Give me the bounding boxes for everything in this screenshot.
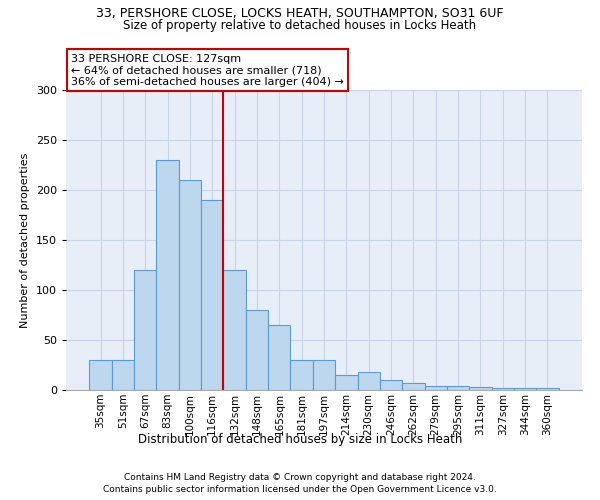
Bar	[536, 388, 559, 390]
Bar	[134, 270, 157, 390]
Text: Contains public sector information licensed under the Open Government Licence v3: Contains public sector information licen…	[103, 485, 497, 494]
Bar	[89, 360, 112, 390]
Bar	[223, 270, 246, 390]
Bar	[112, 360, 134, 390]
Text: Size of property relative to detached houses in Locks Heath: Size of property relative to detached ho…	[124, 18, 476, 32]
Bar	[268, 325, 290, 390]
Bar	[246, 310, 268, 390]
Bar	[402, 383, 425, 390]
Bar	[201, 200, 223, 390]
Bar	[358, 372, 380, 390]
Bar	[380, 380, 402, 390]
Text: 33, PERSHORE CLOSE, LOCKS HEATH, SOUTHAMPTON, SO31 6UF: 33, PERSHORE CLOSE, LOCKS HEATH, SOUTHAM…	[96, 8, 504, 20]
Text: 33 PERSHORE CLOSE: 127sqm
← 64% of detached houses are smaller (718)
36% of semi: 33 PERSHORE CLOSE: 127sqm ← 64% of detac…	[71, 54, 344, 87]
Bar	[335, 375, 358, 390]
Y-axis label: Number of detached properties: Number of detached properties	[20, 152, 30, 328]
Bar	[469, 387, 491, 390]
Bar	[313, 360, 335, 390]
Bar	[157, 160, 179, 390]
Bar	[179, 180, 201, 390]
Text: Distribution of detached houses by size in Locks Heath: Distribution of detached houses by size …	[138, 432, 462, 446]
Bar	[514, 388, 536, 390]
Bar	[447, 386, 469, 390]
Bar	[425, 386, 447, 390]
Bar	[491, 388, 514, 390]
Text: Contains HM Land Registry data © Crown copyright and database right 2024.: Contains HM Land Registry data © Crown c…	[124, 472, 476, 482]
Bar	[290, 360, 313, 390]
